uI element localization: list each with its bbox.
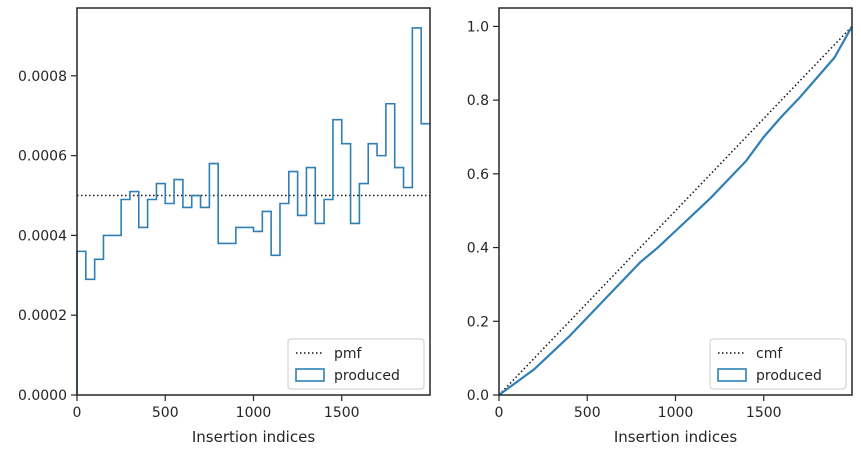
pmf-legend-swatch-produced	[295, 368, 325, 382]
pmf-y-tick-label: 0.0002	[18, 308, 67, 324]
pmf-legend-label-pmf: pmf	[334, 346, 363, 362]
pmf-plot-frame	[76, 7, 431, 396]
cmf-legend-label-produced: produced	[756, 368, 822, 384]
pmf-chart: 0 500 1000 1500 0.0000 0.0002 0.0004 0.0006 0.00…	[18, 7, 431, 446]
cmf-x-tick-label: 0	[495, 405, 504, 421]
cmf-x-tick-label: 500	[574, 405, 601, 421]
cmf-y-tick-label: 0.4	[467, 241, 489, 257]
cmf-legend-label-cmf: cmf	[756, 346, 783, 362]
cmf-chart: 0 500 1000 1500 0.0 0.2 0.4 0.6 0.8 1.0 Insertion…	[467, 7, 853, 446]
cmf-y-tick-label: 0.0	[467, 388, 489, 404]
pmf-x-tick-label: 0	[73, 405, 82, 421]
pmf-legend-label-produced: produced	[334, 368, 400, 384]
cmf-series-cmf	[498, 25, 853, 396]
pmf-y-tick-label: 0.0004	[18, 228, 67, 244]
cmf-legend-swatch-produced	[717, 368, 747, 382]
cmf-plot-frame	[498, 7, 853, 396]
pmf-x-tick-label: 1000	[236, 405, 272, 421]
pmf-y-tick-label: 0.0000	[18, 388, 67, 404]
pmf-y-tick-label: 0.0006	[18, 149, 67, 165]
cmf-x-tick-label: 1500	[746, 405, 782, 421]
cmf-y-tick-label: 0.6	[467, 167, 489, 183]
pmf-x-tick-label: 500	[152, 405, 179, 421]
cmf-legend-box	[709, 338, 847, 390]
pmf-x-axis-label: Insertion indices	[192, 428, 315, 446]
pmf-y-tick-label: 0.0008	[18, 69, 67, 85]
cmf-y-tick-label: 1.0	[467, 19, 489, 35]
cmf-y-tick-label: 0.8	[467, 93, 489, 109]
pmf-series-produced	[76, 27, 430, 395]
pmf-x-tick-label: 1500	[324, 405, 360, 421]
cmf-y-tick-label: 0.2	[467, 314, 489, 330]
cmf-x-axis-label: Insertion indices	[614, 428, 737, 446]
pmf-legend-box	[287, 338, 425, 390]
cmf-series-produced	[498, 25, 853, 396]
cmf-x-tick-label: 1000	[658, 405, 694, 421]
